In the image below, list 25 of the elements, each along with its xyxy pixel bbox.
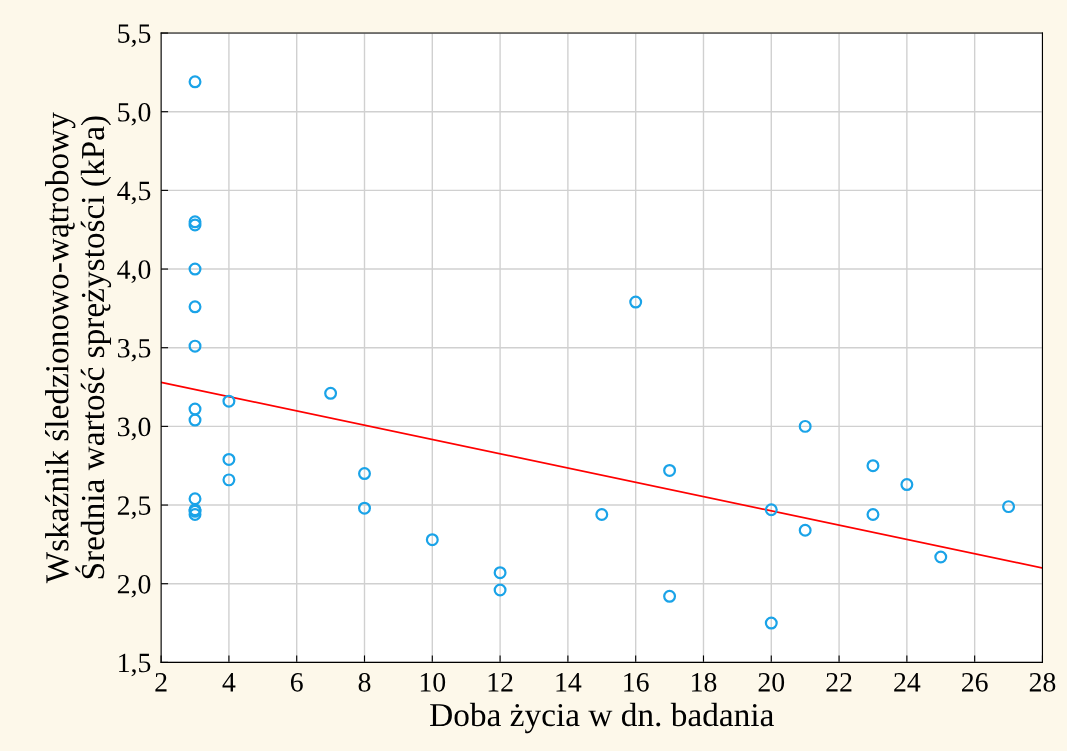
y-tick-label: 2,5 bbox=[117, 496, 151, 519]
y-tick-label: 1,5 bbox=[119, 653, 151, 677]
y-tick-label: 3,5 bbox=[118, 338, 151, 362]
y-tick-label: 3,0 bbox=[118, 417, 151, 441]
x-tick-label: 26 bbox=[961, 672, 988, 692]
x-axis-title: Doba życia w dn. badania bbox=[430, 702, 774, 734]
x-tick-label: 22 bbox=[826, 672, 852, 692]
y-tick-label: 5,0 bbox=[118, 102, 151, 126]
x-tick-label: 10 bbox=[420, 672, 446, 692]
x-tick-label: 18 bbox=[692, 672, 717, 692]
x-tick-label: 14 bbox=[556, 673, 582, 692]
x-tick-label: 28 bbox=[1029, 672, 1056, 692]
x-tick-label: 16 bbox=[624, 672, 649, 692]
x-tick-label: 24 bbox=[894, 672, 921, 692]
y-tick-label: 5,5 bbox=[118, 24, 151, 47]
y-tick-label: 4,5 bbox=[117, 181, 151, 205]
y-tick-label: 4,0 bbox=[117, 260, 151, 283]
x-tick-label: 2 bbox=[155, 672, 167, 692]
x-tick-label: 20 bbox=[758, 672, 785, 692]
x-tick-label: 6 bbox=[290, 672, 303, 692]
y-tick-label: 2,0 bbox=[117, 574, 151, 598]
x-tick-label: 4 bbox=[222, 673, 236, 692]
x-tick-label: 12 bbox=[488, 672, 513, 692]
x-tick-label: 8 bbox=[358, 672, 371, 692]
y-axis-title: Wskaźnik śledzionowo-wątrobowy Średnia wartość sprężystości (kPa) bbox=[45, 112, 112, 584]
